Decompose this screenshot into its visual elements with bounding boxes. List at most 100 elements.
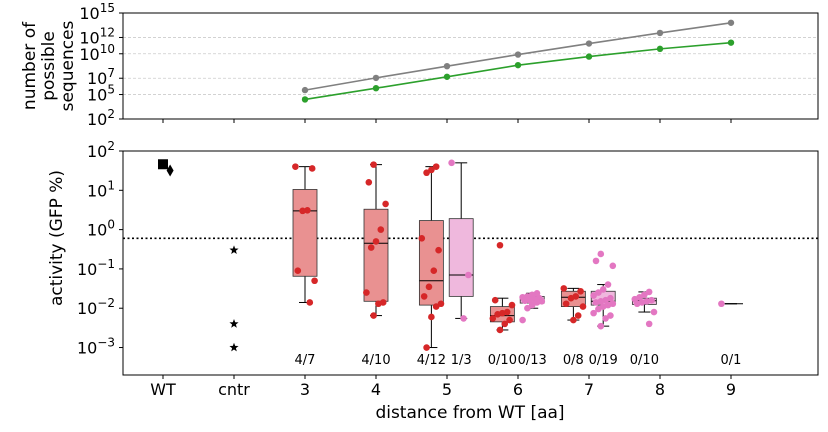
data-point: [592, 257, 600, 265]
top-series-points: [301, 19, 735, 103]
count-label: 4/10: [361, 353, 390, 368]
bottom-y-axis-label: activity (GFP %): [47, 170, 67, 306]
data-point: [524, 304, 531, 312]
data-point: [526, 296, 534, 304]
data-point: [372, 238, 380, 245]
data-point: [521, 297, 529, 305]
data-point: [570, 316, 577, 324]
data-point: [460, 315, 467, 322]
data-point: [501, 320, 509, 328]
data-point: [363, 289, 370, 296]
box-body: [363, 208, 389, 302]
bottom-y-tick-label: 102: [87, 139, 115, 161]
data-point: [308, 165, 316, 172]
box-body: [448, 218, 474, 297]
series-point-1: [372, 84, 380, 92]
top-series-lines: [304, 21, 732, 101]
data-point: [597, 250, 605, 258]
scatter-points: [292, 159, 725, 351]
data-point: [311, 277, 318, 285]
data-point: [528, 301, 536, 309]
data-point: [595, 289, 602, 296]
count-labels: 4/7 4/10 4/12 1/3 0/10 0/13 0/8 0/19 0/10 0/1: [295, 353, 742, 368]
bottom-x-axis-label: distance from WT [aa]: [375, 403, 564, 423]
data-point: [365, 178, 373, 186]
wt-diamond-marker: [166, 164, 174, 177]
series-point-0: [585, 40, 593, 47]
count-label: 0/13: [518, 353, 547, 368]
bottom-y-tick-label: 10−1: [77, 257, 115, 279]
series-point-1: [585, 53, 593, 60]
series-point-1: [514, 61, 522, 69]
series-point-0: [372, 74, 380, 82]
bottom-plot-frame: [122, 150, 819, 376]
series-point-0: [301, 86, 309, 94]
count-label: 0/8: [563, 353, 584, 368]
data-point: [496, 241, 504, 249]
data-point: [560, 285, 568, 292]
count-label: 0/10: [630, 353, 659, 368]
data-point: [519, 316, 526, 324]
data-point: [602, 315, 609, 322]
data-point: [375, 300, 382, 308]
top-gridlines: [123, 37, 818, 95]
count-label: 0/1: [721, 353, 742, 368]
top-y-tick-label: 1015: [79, 1, 115, 23]
series-point-1: [656, 45, 664, 53]
data-point: [567, 294, 575, 302]
count-label: 1/3: [451, 353, 472, 368]
data-point: [292, 163, 299, 170]
box-body: [292, 189, 318, 277]
series-point-0: [514, 51, 522, 58]
data-point: [592, 299, 600, 306]
series-point-1: [443, 73, 451, 80]
bottom-chart-panel: 4/7 4/10 4/12 1/3 0/10 0/13 0/8 0/19 0/10 0/1 10−…: [47, 139, 819, 423]
data-point: [494, 311, 501, 318]
data-point: [437, 300, 445, 308]
data-point: [432, 303, 440, 310]
bottom-x-tick-label: 5: [442, 380, 452, 399]
top-plot-frame: [122, 12, 819, 120]
data-point: [595, 305, 602, 313]
count-label: 4/7: [295, 353, 316, 368]
data-point: [489, 315, 497, 322]
bottom-x-tick-label: 4: [371, 380, 381, 399]
top-y-axis-label: number ofpossiblesequences: [20, 20, 78, 111]
data-point: [599, 286, 607, 293]
data-point: [579, 303, 587, 310]
data-point: [420, 293, 428, 300]
data-point: [448, 159, 455, 167]
box-plots: [292, 162, 743, 349]
data-point: [294, 267, 302, 275]
data-point: [718, 300, 725, 308]
top-y-tick-label: 102: [87, 107, 115, 129]
data-point: [465, 271, 472, 279]
bottom-y-tick-label: 10−2: [77, 296, 115, 318]
count-label: 0/19: [589, 353, 618, 368]
bottom-y-tick-label: 10−3: [77, 336, 115, 358]
data-point: [299, 207, 306, 215]
data-point: [370, 312, 377, 319]
series-point-1: [301, 96, 309, 103]
data-point: [306, 299, 314, 306]
data-point: [382, 200, 389, 208]
data-point: [609, 262, 617, 270]
top-y-tick-label: 105: [87, 83, 115, 105]
data-point: [432, 163, 440, 170]
bottom-x-tick-label: 7: [584, 380, 594, 399]
top-x-ticks: [162, 119, 732, 123]
data-point: [496, 326, 504, 334]
data-point: [633, 300, 641, 308]
data-point: [645, 288, 653, 296]
data-point: [423, 344, 430, 351]
data-point: [435, 246, 442, 254]
control-star-marker: [229, 342, 239, 352]
series-point-1: [727, 39, 735, 46]
bottom-x-tick-label: cntr: [218, 380, 250, 399]
data-point: [491, 296, 499, 304]
count-label: 0/10: [488, 353, 517, 368]
data-point: [607, 312, 614, 319]
data-point: [574, 312, 582, 319]
